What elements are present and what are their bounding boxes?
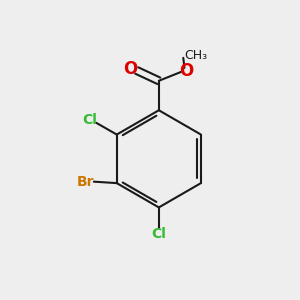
Text: Cl: Cl bbox=[82, 112, 97, 127]
Text: Br: Br bbox=[77, 175, 94, 189]
Text: O: O bbox=[179, 62, 193, 80]
Text: O: O bbox=[123, 60, 137, 78]
Text: CH₃: CH₃ bbox=[184, 49, 208, 62]
Text: Cl: Cl bbox=[152, 227, 166, 241]
